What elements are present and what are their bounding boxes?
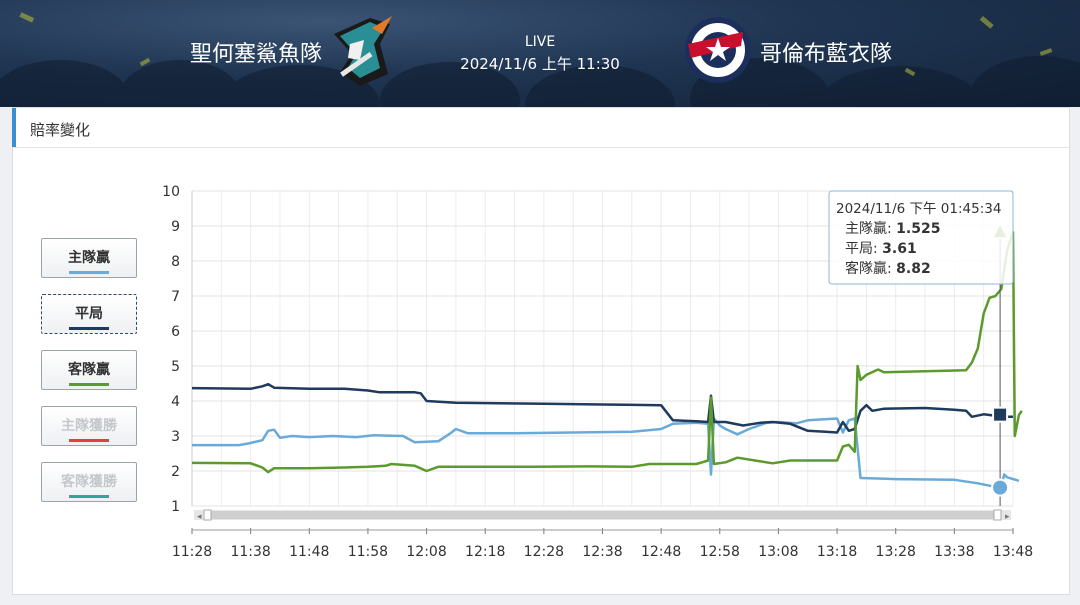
y-tick-label: 7 [171, 289, 180, 305]
y-tick-label: 10 [162, 184, 180, 200]
x-tick-label: 13:08 [758, 544, 798, 560]
x-tick-label: 12:48 [641, 544, 681, 560]
tooltip-title: 2024/11/6 下午 01:45:34 [836, 201, 1001, 217]
series-line[interactable] [191, 382, 1013, 434]
y-tick-label: 4 [171, 394, 180, 410]
x-tick-label: 12:38 [582, 544, 622, 560]
home-team-name: 聖何塞鯊魚隊 [190, 42, 323, 67]
x-tick-label: 11:48 [289, 544, 329, 560]
x-tick-label: 13:38 [934, 544, 974, 560]
x-tick-label: 13:28 [876, 544, 916, 560]
x-tick-label: 13:18 [817, 544, 857, 560]
match-header: 聖何塞鯊魚隊 LIVE 2024/11/6 上午 11:30 哥倫布藍衣隊 [0, 0, 1080, 107]
x-tick-label: 12:18 [465, 544, 505, 560]
y-tick-label: 2 [171, 464, 180, 480]
scrollbar-thumb[interactable] [206, 511, 997, 519]
title-accent-bar [12, 108, 16, 147]
scroll-left-arrow[interactable]: ◂ [197, 512, 202, 522]
tooltip-box [828, 190, 1014, 285]
y-tick-label: 8 [171, 254, 180, 270]
live-status: LIVE [524, 34, 556, 50]
scrollbar-handle-left[interactable] [203, 509, 212, 521]
x-tick-label: 12:58 [700, 544, 740, 560]
legend-swatch [69, 383, 109, 386]
away-team-name: 哥倫布藍衣隊 [760, 42, 893, 67]
y-tick-label: 9 [171, 219, 180, 235]
series-line[interactable] [191, 231, 1023, 474]
tooltip-row: 平局: 3.61 [845, 241, 917, 257]
crowd-background [0, 12, 1080, 107]
legend-swatch [69, 271, 109, 274]
panel-title: 賠率變化 [30, 121, 91, 139]
x-tick-label: 12:28 [524, 544, 564, 560]
draw-marker [992, 406, 1009, 423]
y-tick-label: 5 [171, 359, 180, 375]
legend-draw[interactable]: 平局 [41, 294, 137, 334]
panel-header: 賠率變化 [12, 108, 1069, 148]
scroll-right-arrow[interactable]: ▸ [1005, 512, 1010, 522]
x-tick-label: 11:58 [348, 544, 388, 560]
legend-home-victory[interactable]: 主隊獲勝 [41, 406, 137, 446]
legend-label: 平局 [75, 306, 103, 322]
home-win-marker [991, 478, 1010, 497]
y-tick-label: 6 [171, 324, 180, 340]
legend-label: 客隊獲勝 [61, 474, 117, 490]
y-tick-label: 1 [171, 499, 180, 515]
tooltip-row: 主隊贏: 1.525 [845, 221, 940, 237]
legend-away-win[interactable]: 客隊贏 [41, 350, 137, 390]
series-line[interactable] [192, 417, 1020, 489]
match-datetime: 2024/11/6 上午 11:30 [460, 55, 620, 73]
legend-home-win[interactable]: 主隊贏 [41, 238, 137, 278]
legend-swatch [69, 327, 109, 330]
scrollbar-handle-right[interactable] [993, 509, 1002, 521]
legend-label: 主隊獲勝 [61, 418, 117, 434]
y-tick-label: 3 [171, 429, 180, 445]
legend-label: 客隊贏 [68, 362, 110, 378]
legend-away-victory[interactable]: 客隊獲勝 [41, 462, 137, 502]
legend-label: 主隊贏 [68, 250, 110, 266]
legend-swatch [69, 495, 109, 498]
tooltip-row: 客隊贏: 8.82 [845, 260, 931, 277]
x-tick-label: 11:38 [230, 544, 270, 560]
x-tick-label: 11:28 [172, 544, 212, 560]
x-tick-label: 13:48 [993, 544, 1033, 560]
x-tick-label: 12:08 [406, 544, 446, 560]
legend-swatch [69, 439, 109, 442]
